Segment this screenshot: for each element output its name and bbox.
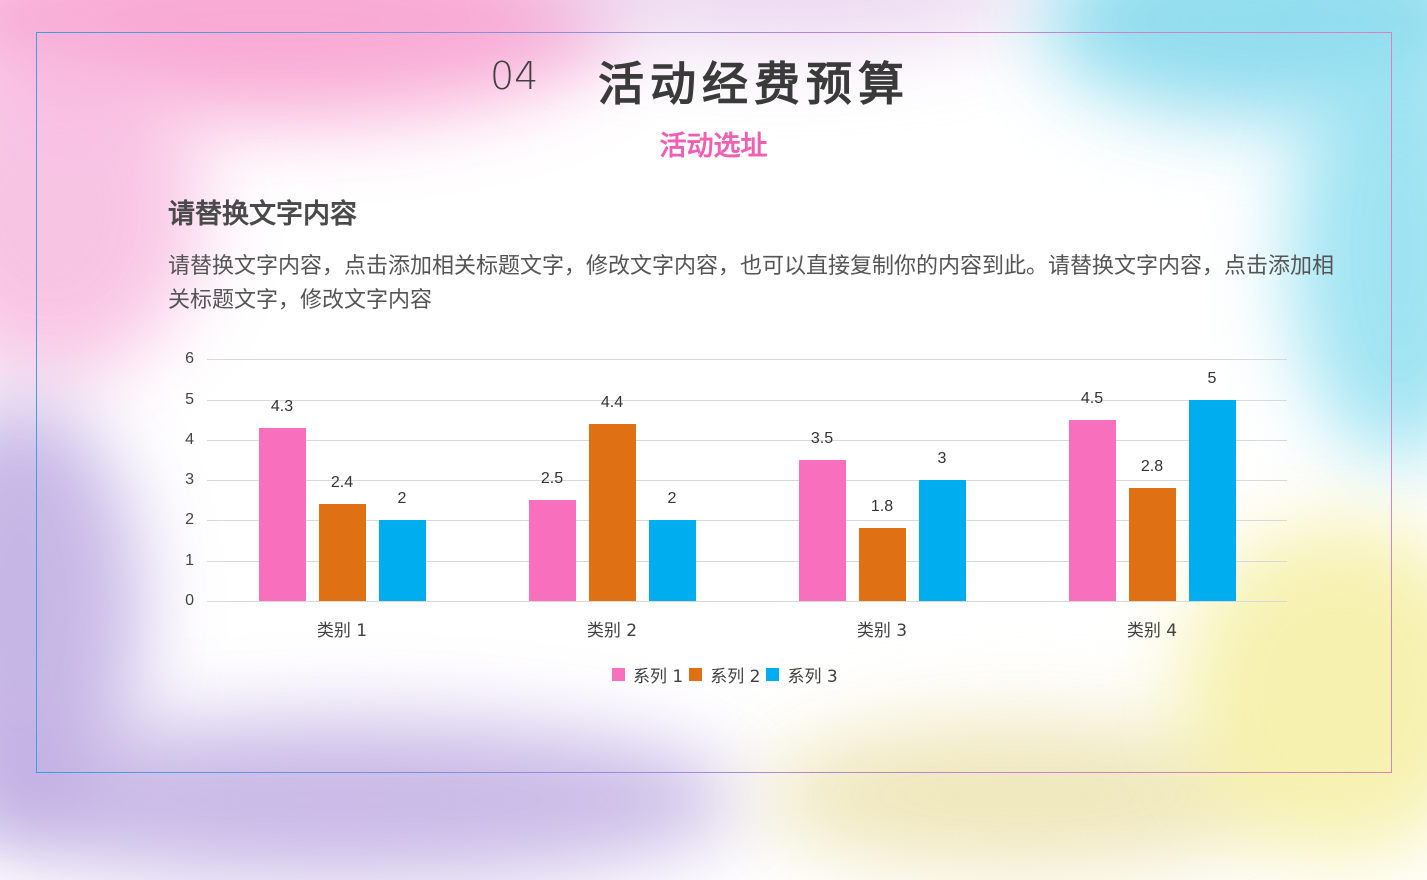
legend-label: 系列 1: [633, 667, 684, 687]
gridline: [207, 399, 1287, 401]
content-paragraph: 请替换文字内容，点击添加相关标题文字，修改文字内容，也可以直接复制你的内容到此。…: [168, 254, 1335, 313]
data-label: 4.3: [270, 397, 294, 415]
chart-legend: 系列 1 系列 2 系列 3: [612, 662, 844, 687]
data-label: 4.4: [600, 393, 624, 411]
gridline: [207, 480, 1287, 482]
legend-label: 系列 3: [787, 667, 838, 687]
y-tick-label: 0: [185, 592, 194, 609]
gridline: [207, 560, 1287, 562]
y-tick-label: 3: [185, 471, 194, 489]
legend-swatch-icon: [689, 668, 703, 681]
bar-2-2: [588, 423, 636, 601]
y-tick-label: 5: [185, 390, 194, 408]
data-label: 2.8: [1140, 458, 1164, 476]
legend-swatch-icon: [612, 668, 625, 681]
bar-2-1: [318, 504, 366, 601]
content-heading: 请替换文字内容: [168, 199, 357, 230]
bar-2-4: [1128, 488, 1176, 601]
data-label: 3: [937, 450, 947, 468]
gridline: [207, 439, 1287, 441]
x-tick-label: 类别 2: [586, 621, 638, 641]
bar-3-1: [378, 520, 426, 601]
data-label: 3.5: [810, 429, 834, 447]
data-label: 2.4: [330, 474, 354, 492]
gridline: [207, 601, 1287, 602]
bar-1-4: [1068, 419, 1116, 601]
data-label: 5: [1207, 369, 1217, 387]
bar-3-3: [918, 480, 966, 601]
bar-chart: 0 1 2 3 4 5 6 4.3 2.4 2 2.5 4.4 2 3.5 1.8 3 4.5 2.8 5 类别 …: [170, 340, 1300, 700]
section-number: 04: [490, 54, 539, 98]
data-label: 1.8: [870, 498, 894, 516]
y-tick-label: 2: [185, 511, 194, 529]
data-label: 2: [397, 490, 407, 508]
legend-item-series-1: 系列 1: [612, 662, 683, 687]
legend-label: 系列 2: [710, 667, 761, 687]
bar-1-2: [528, 500, 576, 601]
y-tick-label: 6: [185, 350, 194, 368]
legend-item-series-3: 系列 3: [766, 662, 838, 687]
decorative-frame: [36, 32, 1392, 773]
legend-item-series-2: 系列 2: [689, 662, 760, 687]
page-title: 活动经费预算: [598, 57, 910, 111]
legend-swatch-icon: [766, 668, 780, 681]
data-label: 2: [667, 490, 677, 508]
bar-3-4: [1188, 399, 1236, 601]
data-label: 2.5: [540, 470, 564, 488]
x-tick-label: 类别 3: [856, 621, 908, 641]
y-tick-label: 4: [185, 430, 194, 448]
gridline: [207, 359, 1287, 361]
bar-1-3: [798, 459, 846, 601]
gridline: [207, 520, 1287, 522]
bar-3-2: [648, 520, 696, 601]
x-tick-label: 类别 4: [1126, 621, 1178, 641]
data-label: 4.5: [1080, 389, 1104, 407]
bar-2-3: [858, 528, 906, 601]
page-subtitle: 活动选址: [659, 131, 768, 162]
x-tick-label: 类别 1: [316, 621, 368, 641]
y-tick-label: 1: [185, 551, 194, 569]
bar-1-1: [258, 427, 306, 601]
